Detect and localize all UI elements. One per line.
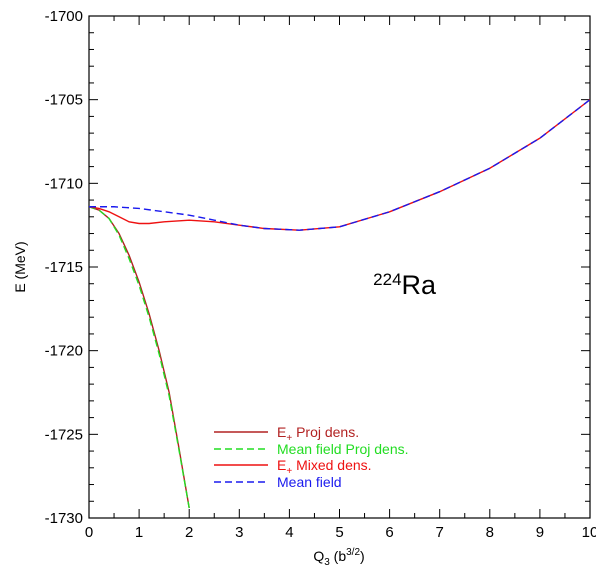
x-tick-label: 8 <box>486 524 494 541</box>
y-tick-label: -1700 <box>45 8 83 25</box>
legend-label: E+ Mixed dens. <box>277 457 372 477</box>
x-tick-label: 6 <box>385 524 393 541</box>
y-axis-label: E (MeV) <box>12 241 28 292</box>
y-tick-label: -1710 <box>45 175 83 192</box>
x-tick-label: 10 <box>582 524 596 541</box>
x-axis-label: Q3 (b3/2) <box>313 547 364 568</box>
y-tick-label: -1705 <box>45 92 83 109</box>
series-line <box>89 99 590 231</box>
y-tick-label: -1725 <box>45 426 83 443</box>
legend-label: E+ Proj dens. <box>277 424 359 444</box>
x-tick-label: 5 <box>335 524 343 541</box>
x-tick-label: 0 <box>85 524 93 541</box>
x-tick-label: 2 <box>185 524 193 541</box>
legend-label: Mean field Proj dens. <box>277 441 409 457</box>
y-tick-label: -1730 <box>45 510 83 527</box>
nucleus-label: 224Ra <box>373 270 437 300</box>
y-tick-label: -1715 <box>45 259 83 276</box>
legend-label: Mean field <box>277 474 342 490</box>
axis-ticks: 0 1 2 3 4 5 6 7 8 9 10 -1730 -1725 -1720 -1715 -1710 -17… <box>45 8 596 541</box>
legend: E+ Proj dens.Mean field Proj dens.E+ Mix… <box>214 424 409 490</box>
x-tick-label: 7 <box>436 524 444 541</box>
y-tick-label: -1720 <box>45 343 83 360</box>
series-lines <box>89 99 590 509</box>
series-line <box>89 206 190 509</box>
x-tick-label: 4 <box>285 524 293 541</box>
x-tick-label: 3 <box>235 524 243 541</box>
series-line <box>89 206 190 509</box>
series-line <box>89 99 590 231</box>
x-tick-label: 1 <box>135 524 143 541</box>
x-tick-label: 9 <box>536 524 544 541</box>
